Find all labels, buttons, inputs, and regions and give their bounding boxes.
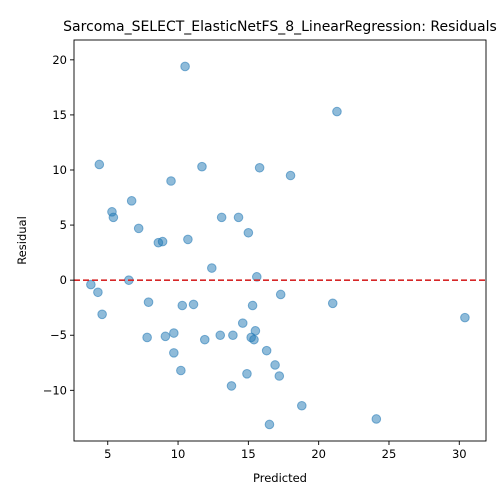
- data-point-29: [97, 309, 107, 320]
- data-point-39: [249, 334, 259, 345]
- data-point-15: [183, 234, 193, 245]
- data-point-27: [188, 299, 199, 310]
- data-point-8: [126, 196, 137, 206]
- data-point-25: [327, 298, 338, 309]
- data-point-17: [157, 236, 168, 247]
- data-point-7: [166, 176, 176, 186]
- y-axis: −10 −5 0 5 10 15 20: [43, 53, 74, 397]
- x-axis-label: Predicted: [253, 471, 307, 485]
- data-point-1: [180, 61, 190, 72]
- data-point-46: [274, 371, 285, 381]
- y-tick-label: 15: [52, 108, 67, 122]
- data-point-26: [177, 300, 188, 311]
- data-point-33: [169, 328, 179, 338]
- data-point-44: [176, 365, 186, 376]
- data-point-35: [160, 331, 171, 342]
- data-point-14: [243, 227, 254, 238]
- data-point-22: [93, 287, 103, 298]
- x-tick-label: 5: [104, 447, 111, 461]
- data-point-24: [143, 297, 154, 307]
- data-point-36: [215, 330, 226, 341]
- data-point-23: [275, 289, 286, 300]
- data-point-2: [332, 106, 342, 117]
- data-point-48: [296, 400, 307, 411]
- data-point-6: [285, 170, 296, 181]
- data-point-30: [460, 312, 470, 323]
- x-tick-label: 30: [452, 447, 467, 461]
- y-tick-label: −10: [43, 383, 67, 397]
- plot-frame: [73, 39, 487, 442]
- data-point-3: [94, 159, 105, 170]
- data-point-47: [226, 381, 237, 391]
- data-point-10: [108, 212, 119, 223]
- data-point-11: [216, 212, 227, 223]
- data-point-4: [197, 161, 207, 172]
- x-tick-label: 10: [171, 447, 186, 461]
- data-point-42: [261, 345, 272, 356]
- y-tick-label: 20: [52, 53, 67, 67]
- data-point-13: [133, 223, 144, 234]
- y-tick-label: 0: [60, 273, 67, 287]
- chart-title: Sarcoma_SELECT_ElasticNetFS_8_LinearRegr…: [63, 19, 497, 35]
- data-point-19: [251, 272, 262, 282]
- data-point-41: [169, 348, 179, 358]
- data-point-50: [264, 419, 275, 430]
- data-point-5: [254, 162, 265, 173]
- data-point-28: [247, 300, 258, 311]
- y-axis-label: Residual: [15, 216, 29, 265]
- x-axis: 5 10 15 20 25 30: [104, 441, 467, 461]
- data-point-12: [233, 212, 244, 223]
- data-point-40: [199, 334, 210, 345]
- x-tick-label: 15: [241, 447, 256, 461]
- data-point-37: [228, 330, 238, 341]
- data-point-18: [207, 263, 217, 273]
- y-tick-label: 10: [52, 163, 67, 177]
- x-tick-label: 20: [311, 447, 326, 461]
- plot-area: [74, 61, 486, 430]
- data-point-34: [142, 332, 152, 343]
- data-point-43: [270, 360, 280, 370]
- data-point-49: [371, 414, 382, 424]
- data-point-31: [237, 318, 248, 328]
- y-tick-label: 5: [60, 218, 67, 232]
- data-point-45: [242, 368, 252, 379]
- y-tick-label: −5: [50, 328, 67, 342]
- data-point-21: [86, 279, 96, 290]
- x-tick-label: 25: [382, 447, 397, 461]
